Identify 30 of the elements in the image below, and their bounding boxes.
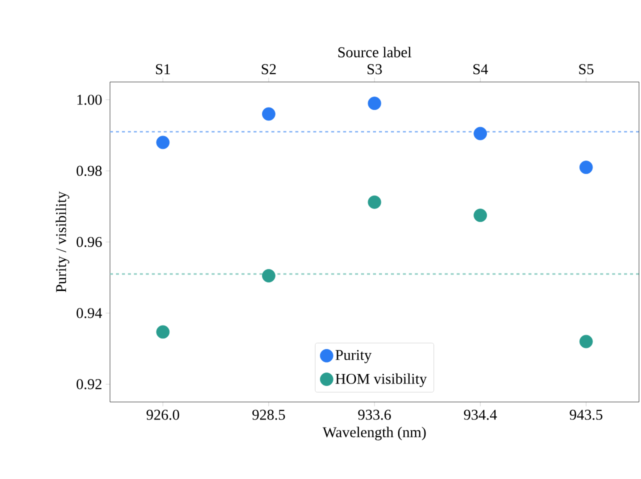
text: S5 xyxy=(579,64,594,74)
point xyxy=(474,208,487,222)
y-tick-label: 0.94 xyxy=(76,308,102,318)
text: S3 xyxy=(368,64,382,74)
x-tick-label: 943.5 xyxy=(570,410,602,420)
y-tick-label: 1.00 xyxy=(77,94,102,105)
x2-axis-title: Source label xyxy=(338,46,412,58)
x-tick-label: 933.6 xyxy=(358,410,391,420)
point xyxy=(262,107,276,121)
y-tick-label: 0.96 xyxy=(76,236,102,248)
legend-label: HOM visibility xyxy=(336,373,427,387)
x-tick-label: 926.0 xyxy=(146,410,180,420)
point xyxy=(156,325,170,339)
point xyxy=(262,269,276,282)
point xyxy=(156,136,170,150)
point xyxy=(579,160,593,174)
text: S1 xyxy=(156,64,170,74)
text: S2 xyxy=(262,64,276,74)
y-axis-title: Purity / visibility xyxy=(56,191,70,292)
x-tick-label: 934.4 xyxy=(464,410,497,420)
point xyxy=(474,126,487,140)
text: S4 xyxy=(473,64,488,74)
legend-label: Purity xyxy=(336,350,372,364)
point xyxy=(368,195,382,209)
x-tick-label: 928.5 xyxy=(252,410,285,420)
point xyxy=(579,334,593,348)
y-tick-label: 0.92 xyxy=(76,379,102,390)
point xyxy=(368,96,382,110)
y-tick-label: 0.98 xyxy=(76,166,102,176)
x-axis-title: Wavelength (nm) xyxy=(322,426,426,440)
